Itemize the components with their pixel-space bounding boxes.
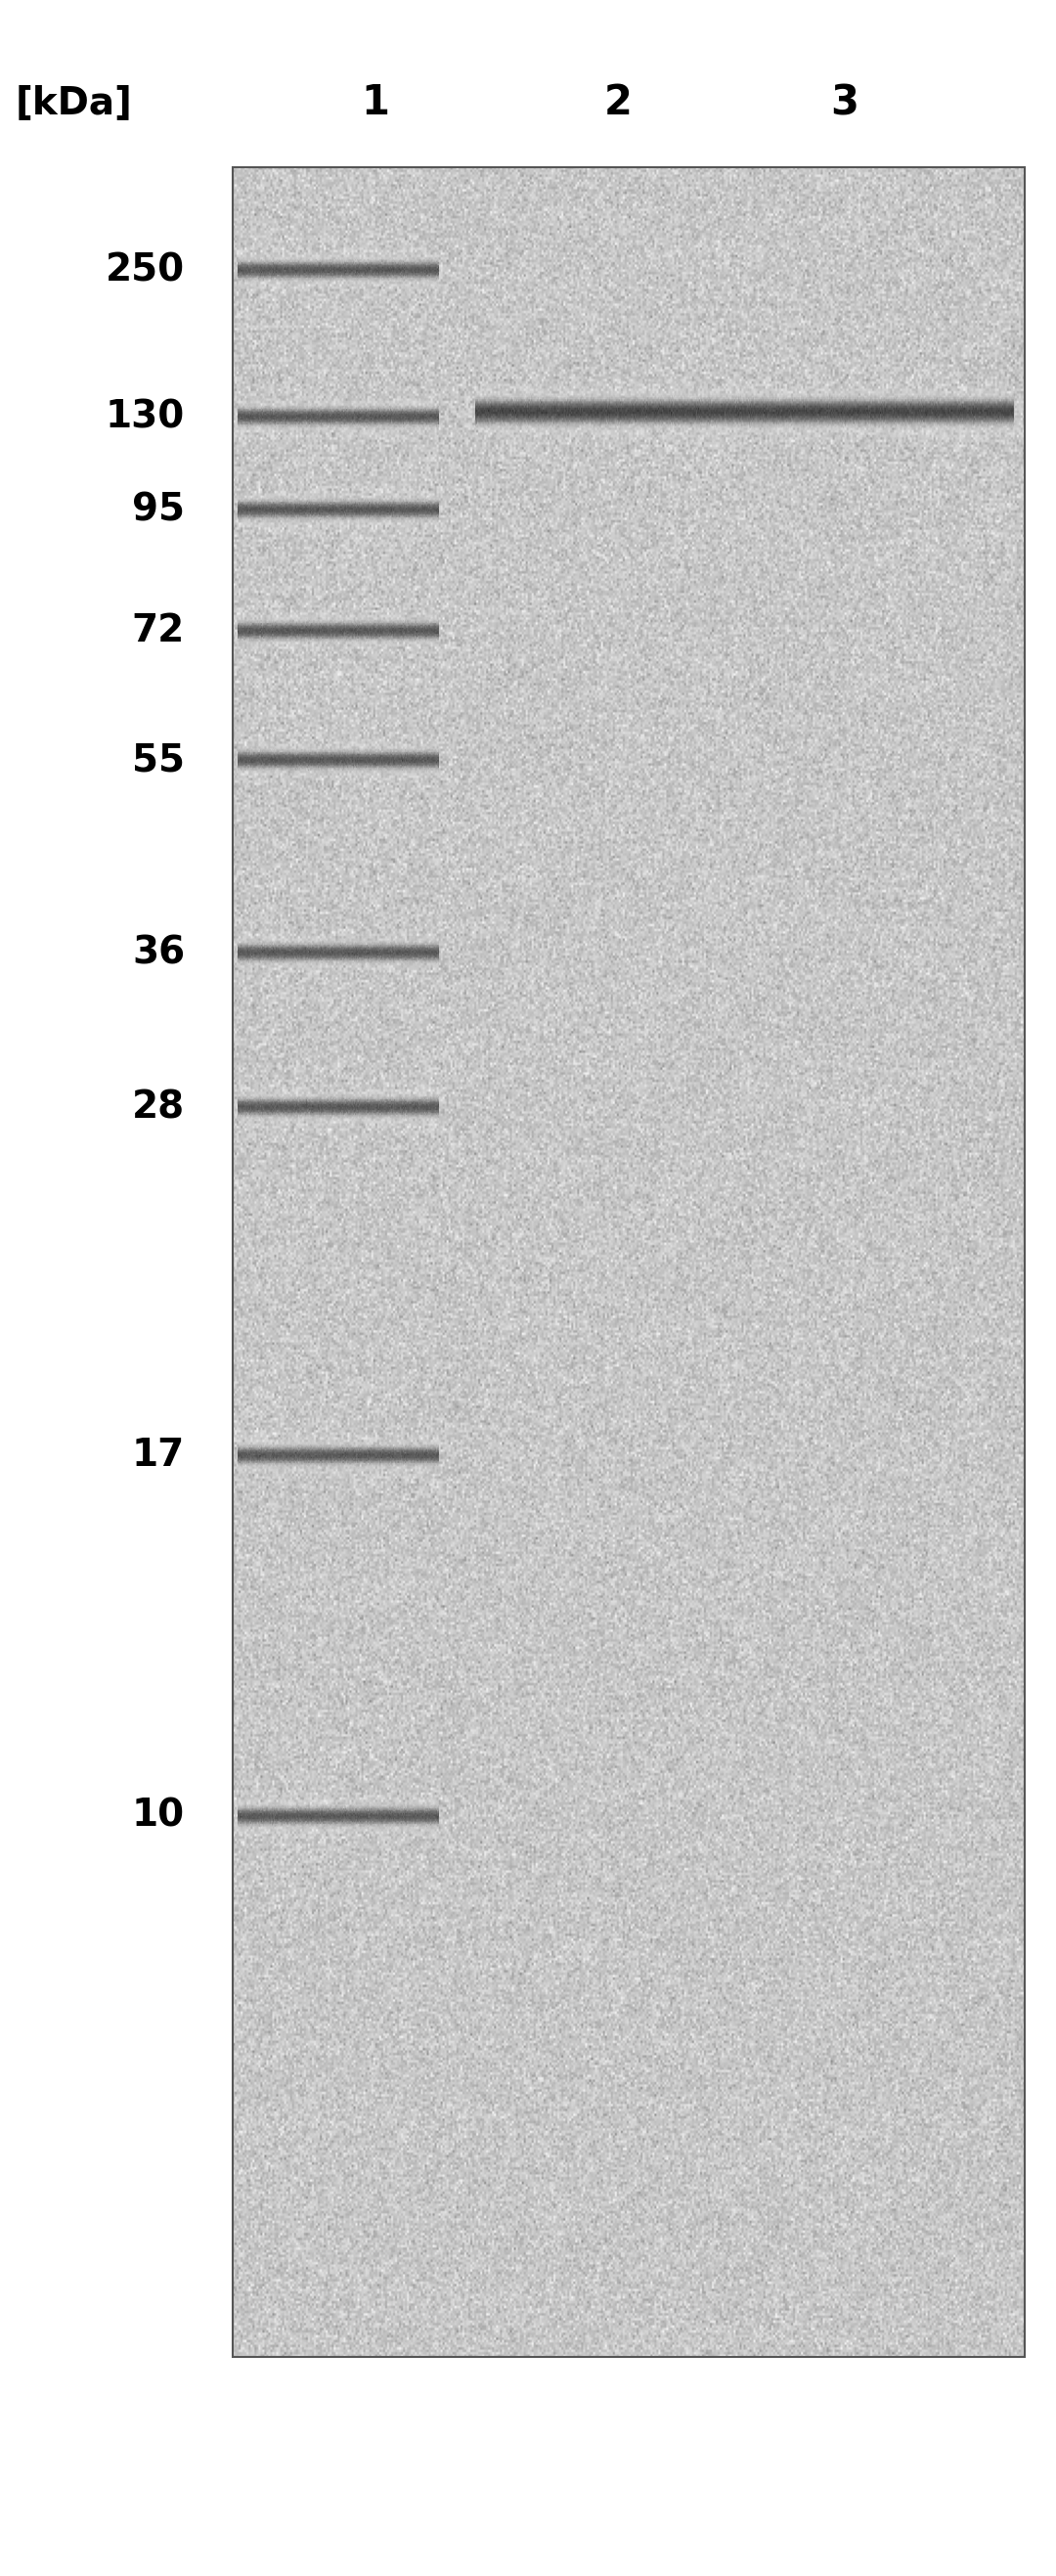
Text: 95: 95 [132,492,185,528]
Text: 36: 36 [132,935,185,971]
Bar [232,167,1024,2357]
Text: 250: 250 [106,252,185,289]
Text: 130: 130 [106,399,185,435]
Text: 17: 17 [132,1437,185,1473]
Text: 10: 10 [132,1798,185,1834]
Text: 72: 72 [132,613,185,649]
Text: [kDa]: [kDa] [16,85,132,121]
Text: 1: 1 [361,82,389,124]
Text: 55: 55 [132,742,185,778]
Text: 28: 28 [132,1090,185,1126]
Text: 2: 2 [604,82,631,124]
Text: 3: 3 [831,82,859,124]
